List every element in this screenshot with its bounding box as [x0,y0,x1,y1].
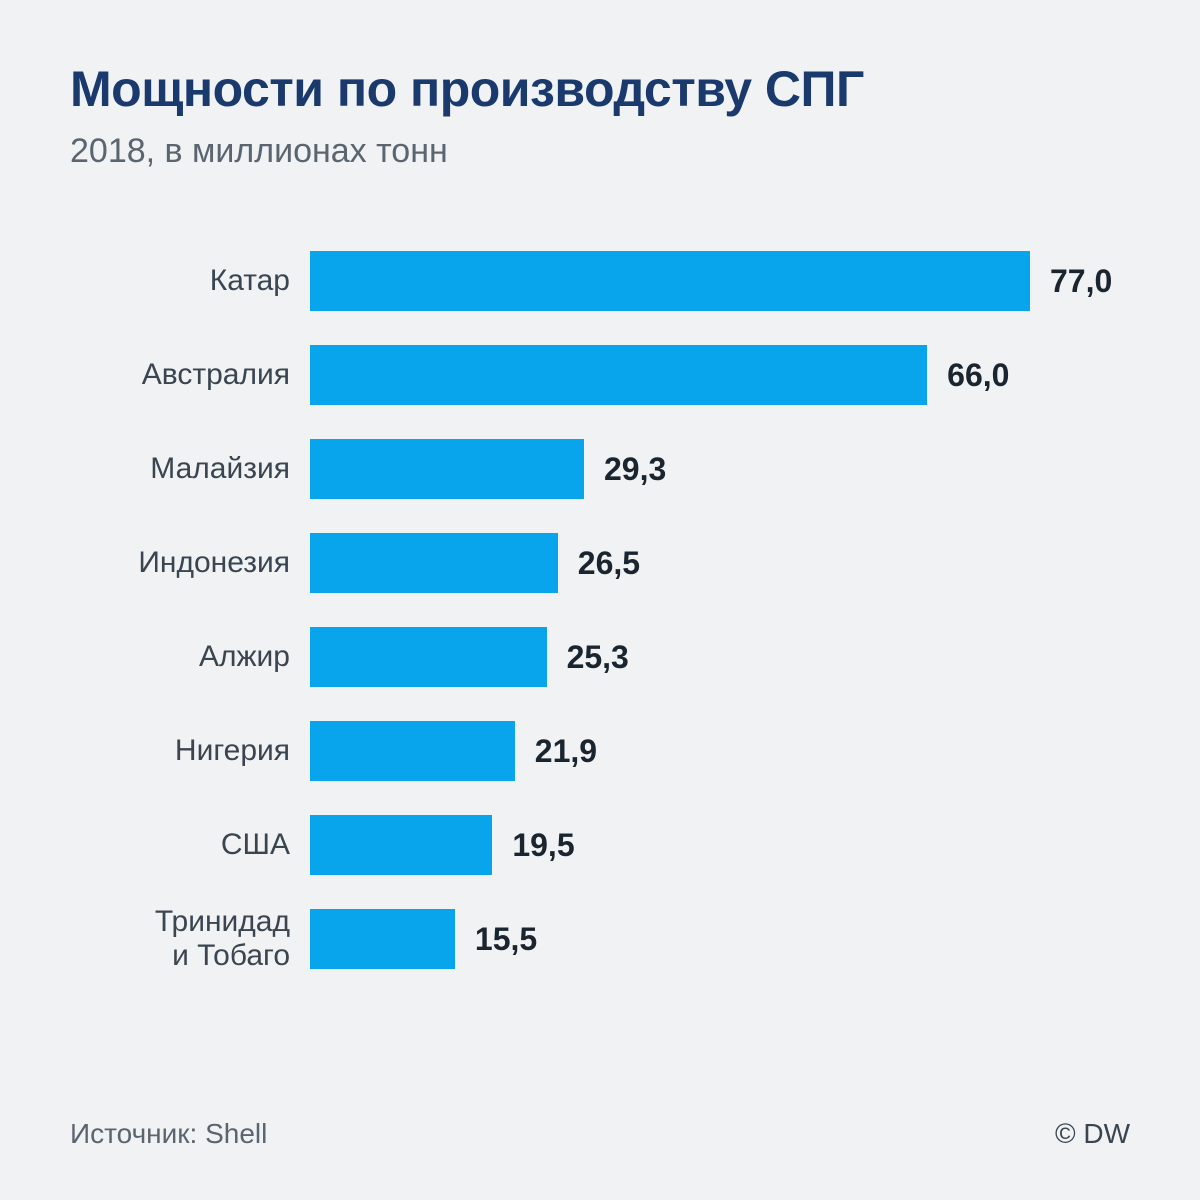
bar-value: 19,5 [512,827,574,864]
bar-value: 25,3 [567,639,629,676]
bar-label: Индонезия [70,546,310,581]
bar-label: Тринидади Тобаго [70,905,310,974]
bar-value: 66,0 [947,357,1009,394]
bar-chart: Катар 77,0 Австралия 66,0 Малайзия 29,3 Индоне… [70,251,1130,1078]
bar-label: Алжир [70,640,310,675]
bar-area: 66,0 [310,345,1130,405]
bar-label: Австралия [70,358,310,393]
bar-row: Австралия 66,0 [70,345,1130,405]
chart-title: Мощности по производству СПГ [70,60,1130,118]
bar-label: США [70,828,310,863]
bar [310,721,515,781]
bar-area: 77,0 [310,251,1130,311]
bar-area: 25,3 [310,627,1130,687]
bar-value: 15,5 [475,921,537,958]
bar-row: Катар 77,0 [70,251,1130,311]
bar-row: Алжир 25,3 [70,627,1130,687]
bar-row: Тринидади Тобаго15,5 [70,909,1130,969]
bar-label: Малайзия [70,452,310,487]
bar [310,627,547,687]
bar [310,251,1030,311]
chart-subtitle: 2018, в миллионах тонн [70,132,1130,171]
bar-value: 21,9 [535,733,597,770]
bar [310,439,584,499]
bar-row: Индонезия 26,5 [70,533,1130,593]
source-text: Источник: Shell [70,1118,267,1150]
bar-area: 19,5 [310,815,1130,875]
bar-label: Нигерия [70,734,310,769]
bar-row: Нигерия 21,9 [70,721,1130,781]
bar-area: 29,3 [310,439,1130,499]
bar-area: 15,5 [310,909,1130,969]
bar [310,909,455,969]
bar-area: 26,5 [310,533,1130,593]
attribution-text: © DW [1055,1118,1130,1150]
bar-value: 29,3 [604,451,666,488]
bar-label: Катар [70,264,310,299]
bar-row: Малайзия 29,3 [70,439,1130,499]
bar-value: 26,5 [578,545,640,582]
bar-value: 77,0 [1050,263,1112,300]
chart-footer: Источник: Shell © DW [70,1118,1130,1150]
bar [310,533,558,593]
bar [310,345,927,405]
bar [310,815,492,875]
bar-area: 21,9 [310,721,1130,781]
bar-row: США 19,5 [70,815,1130,875]
